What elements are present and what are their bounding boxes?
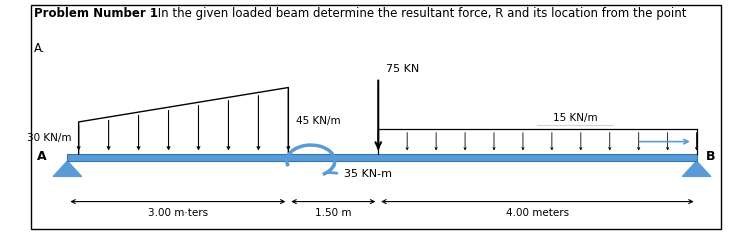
Text: 4.00 meters: 4.00 meters <box>506 208 569 218</box>
Text: 45 KN/m: 45 KN/m <box>296 116 341 126</box>
Text: 30 KN/m: 30 KN/m <box>27 133 71 143</box>
Polygon shape <box>53 161 82 177</box>
Text: A.: A. <box>34 42 45 55</box>
Text: : In the given loaded beam determine the resultant force, R and its location fro: : In the given loaded beam determine the… <box>150 7 686 20</box>
Text: Problem Number 1: Problem Number 1 <box>34 7 158 20</box>
Polygon shape <box>682 161 711 177</box>
Bar <box>67 154 697 161</box>
Text: 75 KN: 75 KN <box>386 64 419 74</box>
Text: A: A <box>37 150 46 163</box>
Text: B: B <box>706 150 715 163</box>
Text: 3.00 m·ters: 3.00 m·ters <box>148 208 208 218</box>
Text: 15 KN/m: 15 KN/m <box>553 114 597 123</box>
Text: 1.50 m: 1.50 m <box>315 208 351 218</box>
Text: 35 KN-m: 35 KN-m <box>344 169 392 179</box>
